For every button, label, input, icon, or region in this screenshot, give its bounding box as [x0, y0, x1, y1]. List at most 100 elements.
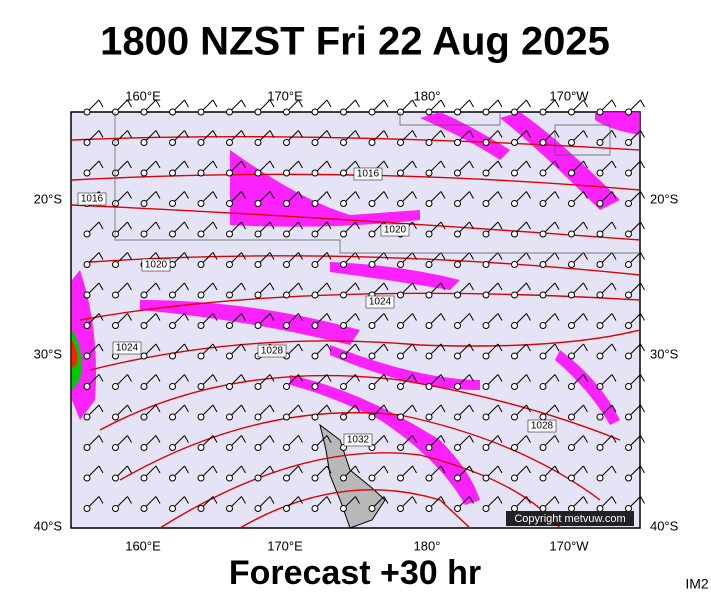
barb-station: [112, 261, 119, 268]
barb-station: [596, 413, 604, 421]
barb-station: [226, 200, 233, 207]
barb-feather: [326, 130, 332, 138]
barb-station: [482, 291, 490, 299]
barb-station: [112, 322, 119, 329]
barb-station: [568, 200, 575, 207]
barb-station: [482, 413, 490, 421]
barb-station: [340, 139, 347, 146]
barb-station: [454, 200, 461, 207]
copyright: Copyright metvuw.com: [514, 513, 625, 525]
lon-label-bottom: 180°: [414, 538, 441, 553]
barb-station: [83, 413, 91, 421]
barb-feather: [526, 130, 531, 138]
barb-station: [112, 169, 119, 177]
barb-feather: [298, 343, 303, 352]
barb-station: [454, 413, 461, 421]
barb-feather: [212, 313, 218, 321]
barb-feather: [155, 160, 161, 169]
barb-feather: [554, 343, 560, 352]
barb-station: [596, 291, 604, 299]
barb-station: [568, 139, 575, 146]
barb-station: [625, 291, 632, 299]
barb-feather: [269, 252, 275, 260]
barb-station: [596, 200, 604, 207]
barb-station: [254, 230, 262, 238]
barb-feather: [383, 252, 389, 260]
barb-station: [197, 352, 205, 360]
barb-feather: [611, 496, 617, 504]
forecast-label: Forecast +30 hr: [229, 554, 481, 592]
barb-feather: [155, 282, 161, 291]
barb-feather: [640, 99, 645, 108]
barb-station: [112, 383, 119, 390]
barb-feather: [383, 404, 389, 413]
barb-feather: [469, 191, 474, 199]
barb-feather: [583, 252, 588, 260]
barb-station: [226, 383, 233, 390]
barb-feather: [412, 191, 417, 199]
barb-station: [397, 200, 404, 207]
barb-station: [511, 352, 518, 360]
barb-station: [511, 413, 518, 421]
isobar-label-bg: [112, 341, 142, 355]
barb-station: [311, 261, 319, 268]
barb-station: [425, 261, 433, 268]
barb-station: [568, 383, 575, 390]
copyright-bg: [506, 511, 634, 526]
barb-feather: [554, 252, 560, 260]
barb-feather: [412, 313, 417, 321]
barb-feather: [326, 282, 332, 291]
barb-station: [482, 230, 490, 238]
barb-station: [140, 139, 148, 146]
barb-feather: [326, 343, 332, 352]
barb-feather: [554, 435, 560, 443]
barb-feather: [611, 374, 617, 382]
barb-feather: [440, 99, 446, 108]
barb-station: [197, 230, 205, 238]
barb-station: [169, 322, 176, 329]
barb-station: [169, 413, 176, 421]
barb-feather: [98, 435, 104, 443]
barb-feather: [440, 221, 446, 230]
barb-feather: [383, 160, 389, 169]
barb-station: [283, 474, 290, 482]
barb-station: [83, 169, 91, 177]
barb-station: [283, 413, 290, 421]
barb-station: [397, 108, 404, 116]
barb-feather: [241, 313, 246, 321]
barb-feather: [212, 282, 218, 291]
barb-station: [197, 322, 205, 329]
barb-station: [625, 413, 632, 421]
barb-station: [568, 108, 575, 116]
barb-station: [596, 444, 604, 451]
barb-feather: [269, 404, 275, 413]
barb-station: [368, 352, 376, 360]
barb-station: [340, 169, 347, 177]
barb-feather: [269, 374, 275, 382]
barb-feather: [269, 496, 275, 504]
barb-feather: [583, 221, 588, 230]
barb-station: [368, 230, 376, 238]
title: 1800 NZST Fri 22 Aug 2025: [100, 20, 610, 64]
barb-station: [368, 139, 376, 146]
barb-feather: [98, 343, 104, 352]
barb-station: [140, 444, 148, 451]
barb-station: [511, 108, 518, 116]
barb-station: [397, 139, 404, 146]
barb-station: [425, 200, 433, 207]
barb-feather: [640, 191, 645, 199]
barb-station: [539, 108, 547, 116]
barb-feather: [326, 99, 332, 108]
barb-feather: [440, 160, 446, 169]
barb-station: [596, 383, 604, 390]
isobar-label-bg: [77, 192, 107, 206]
barb-feather: [383, 343, 389, 352]
barb-station: [311, 444, 319, 451]
barb-feather: [583, 404, 588, 413]
barb-station: [83, 352, 91, 360]
barb-station: [254, 474, 262, 482]
barb-feather: [127, 191, 132, 199]
barb-feather: [298, 160, 303, 169]
barb-feather: [526, 252, 531, 260]
barb-feather: [611, 404, 617, 413]
